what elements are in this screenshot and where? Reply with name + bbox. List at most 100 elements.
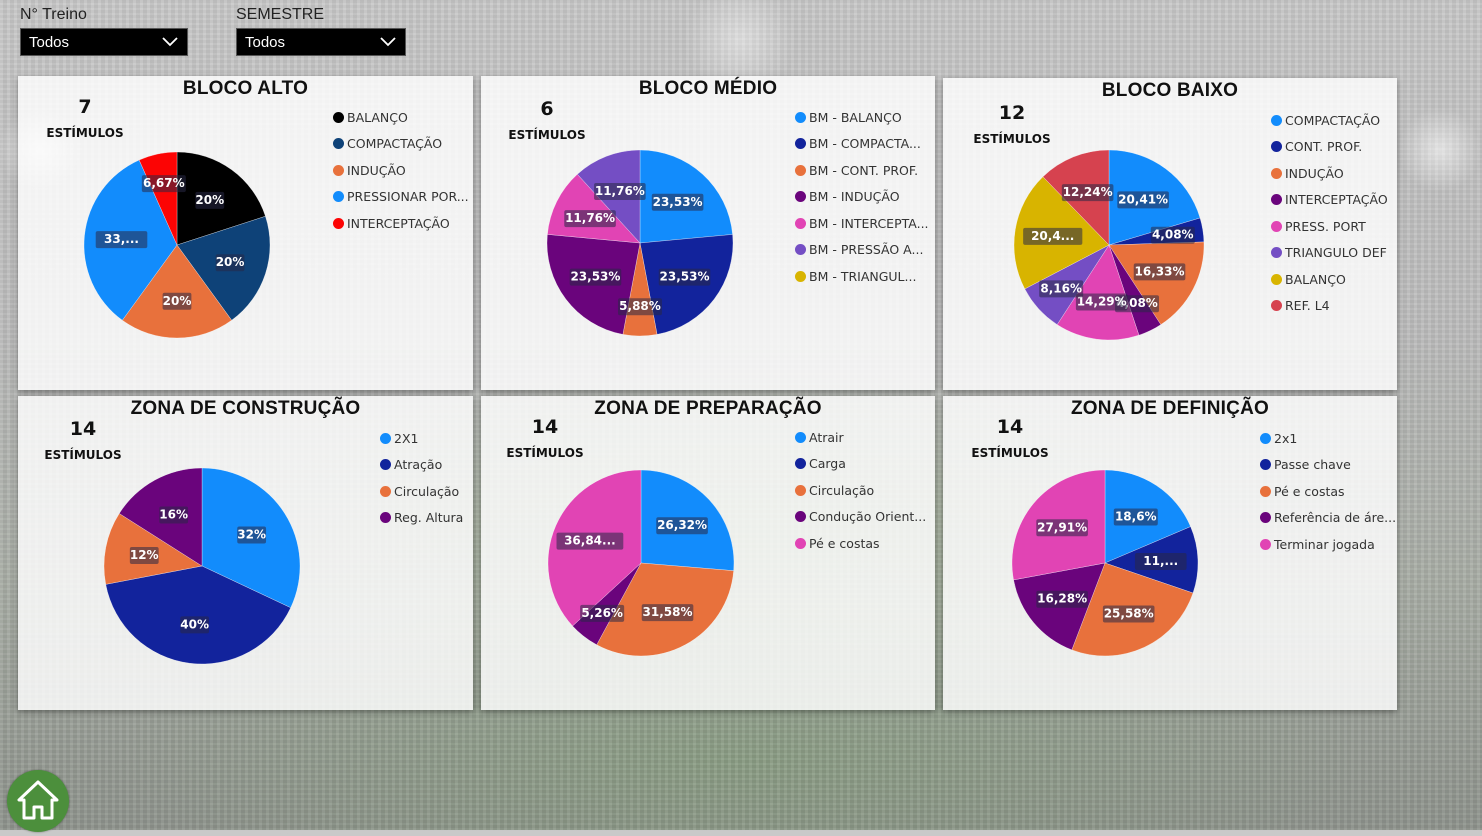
card-title: BLOCO ALTO (182, 78, 309, 99)
data-label-bg (1036, 590, 1088, 608)
data-label-bg (564, 210, 616, 228)
legend-item[interactable]: INDUÇÃO (1271, 160, 1388, 187)
kpi-estimulos: 7 ESTÍMULOS (45, 96, 125, 140)
legend-item[interactable]: Pé e costas (1260, 478, 1396, 505)
legend-item[interactable]: Referência de áre... (1260, 505, 1396, 532)
legend-swatch (380, 459, 391, 471)
kpi-value: 14 (996, 416, 1024, 438)
legend-label: PRESS. PORT (1285, 218, 1366, 234)
legend-item[interactable]: BALANÇO (333, 104, 469, 131)
legend-swatch (1260, 512, 1271, 524)
legend-item[interactable]: COMPACTAÇÃO (333, 131, 469, 158)
data-label-text: 26,32% (657, 518, 707, 532)
legend-item[interactable]: BM - INTERCEPTA... (795, 210, 929, 237)
legend-item[interactable]: PRESSIONAR POR... (333, 184, 469, 211)
legend-label: Pé e costas (1274, 483, 1345, 499)
kpi-label: ESTÍMULOS (973, 132, 1051, 146)
legend-label: Passe chave (1274, 457, 1351, 473)
legend-item[interactable]: Circulação (795, 477, 926, 504)
data-label-bg (556, 532, 624, 550)
legend-item[interactable]: BM - PRESSÃO A... (795, 237, 929, 264)
legend-item[interactable]: BM - CONT. PROF. (795, 157, 929, 184)
card-title: ZONA DE CONSTRUÇÃO (130, 398, 361, 419)
card-zona-definicao: ZONA DE DEFINIÇÃO 14 ESTÍMULOS 18,6% 11,.… (943, 396, 1397, 710)
pie-slice[interactable] (1056, 244, 1140, 341)
data-label: 8,16% (1039, 280, 1084, 298)
legend-label: 2x1 (1274, 430, 1298, 446)
data-label: 23,53% (569, 268, 622, 286)
data-label-bg (651, 193, 704, 211)
legend-item[interactable]: Atrair (795, 424, 926, 451)
kpi-estimulos: 12 ESTÍMULOS (972, 102, 1052, 146)
legend-label: Carga (809, 456, 846, 472)
legend-item[interactable]: INTERCEPTAÇÃO (333, 210, 469, 237)
legend-item[interactable]: COMPACTAÇÃO (1271, 107, 1388, 134)
legend-item[interactable]: PRESS. PORT (1271, 213, 1388, 240)
data-label-text: 12,24% (1063, 185, 1113, 199)
data-label-text: 5,26% (581, 606, 623, 620)
legend-swatch (333, 191, 344, 203)
chart-legend: 2x1 Passe chave Pé e costas Referência de á… (1260, 425, 1396, 558)
legend-item[interactable]: Atração (380, 452, 463, 479)
legend-item[interactable]: Reg. Altura (380, 505, 463, 532)
data-label-text: 20% (216, 255, 245, 269)
filter-semestre: SEMESTRE Todos (236, 6, 406, 56)
legend-item[interactable]: INTERCEPTAÇÃO (1271, 187, 1388, 214)
legend-item[interactable]: 2X1 (380, 425, 463, 452)
data-label: 40% (180, 616, 210, 634)
data-label: 20,4... (1023, 227, 1083, 245)
legend-item[interactable]: BM - TRIANGUL... (795, 263, 929, 290)
legend-item[interactable]: CONT. PROF. (1271, 134, 1388, 161)
legend-item[interactable]: REF. L4 (1271, 293, 1388, 320)
legend-item[interactable]: INDUÇÃO (333, 157, 469, 184)
legend-item[interactable]: Passe chave (1260, 452, 1396, 479)
legend-label: Terminar jogada (1274, 536, 1375, 552)
legend-item[interactable]: BM - COMPACTA... (795, 131, 929, 158)
data-label-bg (1102, 605, 1155, 623)
data-label-bg (1150, 226, 1195, 244)
legend-swatch (795, 244, 806, 256)
data-label: 20% (195, 191, 225, 209)
pie-chart: 18,6% 11,... 25,58% 16,28% 27,91% (1011, 469, 1199, 657)
legend-item[interactable]: Terminar jogada (1260, 531, 1396, 558)
legend-swatch (333, 138, 344, 150)
chevron-down-icon (162, 37, 178, 47)
legend-swatch (380, 432, 391, 444)
legend-label: INTERCEPTAÇÃO (347, 215, 450, 231)
legend-swatch (380, 485, 391, 497)
legend-item[interactable]: BM - INDUÇÃO (795, 184, 929, 211)
legend-swatch (1271, 167, 1282, 179)
chart-legend: 2X1 Atração Circulação Reg. Altura (380, 425, 463, 531)
legend-label: Atrair (809, 429, 844, 445)
legend-item[interactable]: Circulação (380, 478, 463, 505)
data-label: 32% (237, 526, 267, 544)
legend-swatch (333, 164, 344, 176)
card-title: BLOCO BAIXO (1101, 80, 1239, 101)
n-treino-dropdown[interactable]: Todos (20, 28, 188, 56)
data-label-text: 27,91% (1037, 520, 1087, 534)
legend-label: BM - COMPACTA... (809, 136, 921, 152)
legend-label: CONT. PROF. (1285, 139, 1363, 155)
kpi-label: ESTÍMULOS (46, 126, 124, 140)
data-label-text: 5,88% (619, 299, 661, 313)
legend-item[interactable]: BALANÇO (1271, 266, 1388, 293)
legend-swatch (795, 511, 806, 523)
home-button[interactable] (7, 770, 69, 832)
legend-item[interactable]: Condução Orient... (795, 504, 926, 531)
legend-item[interactable]: BM - BALANÇO (795, 104, 929, 131)
pie-slice[interactable] (121, 244, 233, 339)
pie-slice[interactable] (1108, 241, 1205, 325)
legend-item[interactable]: Carga (795, 451, 926, 478)
legend-item[interactable]: 2x1 (1260, 425, 1396, 452)
semestre-dropdown[interactable]: Todos (236, 28, 406, 56)
legend-swatch (795, 270, 806, 282)
data-label-bg (594, 182, 646, 200)
kpi-value: 14 (69, 418, 97, 440)
data-label: 20% (215, 254, 245, 272)
pie-slice[interactable] (105, 565, 292, 665)
legend-label: Reg. Altura (394, 510, 464, 526)
legend-item[interactable]: Pé e costas (795, 530, 926, 557)
legend-item[interactable]: TRIANGULO DEF (1271, 240, 1388, 267)
data-label-bg (1117, 191, 1169, 209)
legend-swatch (1260, 538, 1271, 550)
